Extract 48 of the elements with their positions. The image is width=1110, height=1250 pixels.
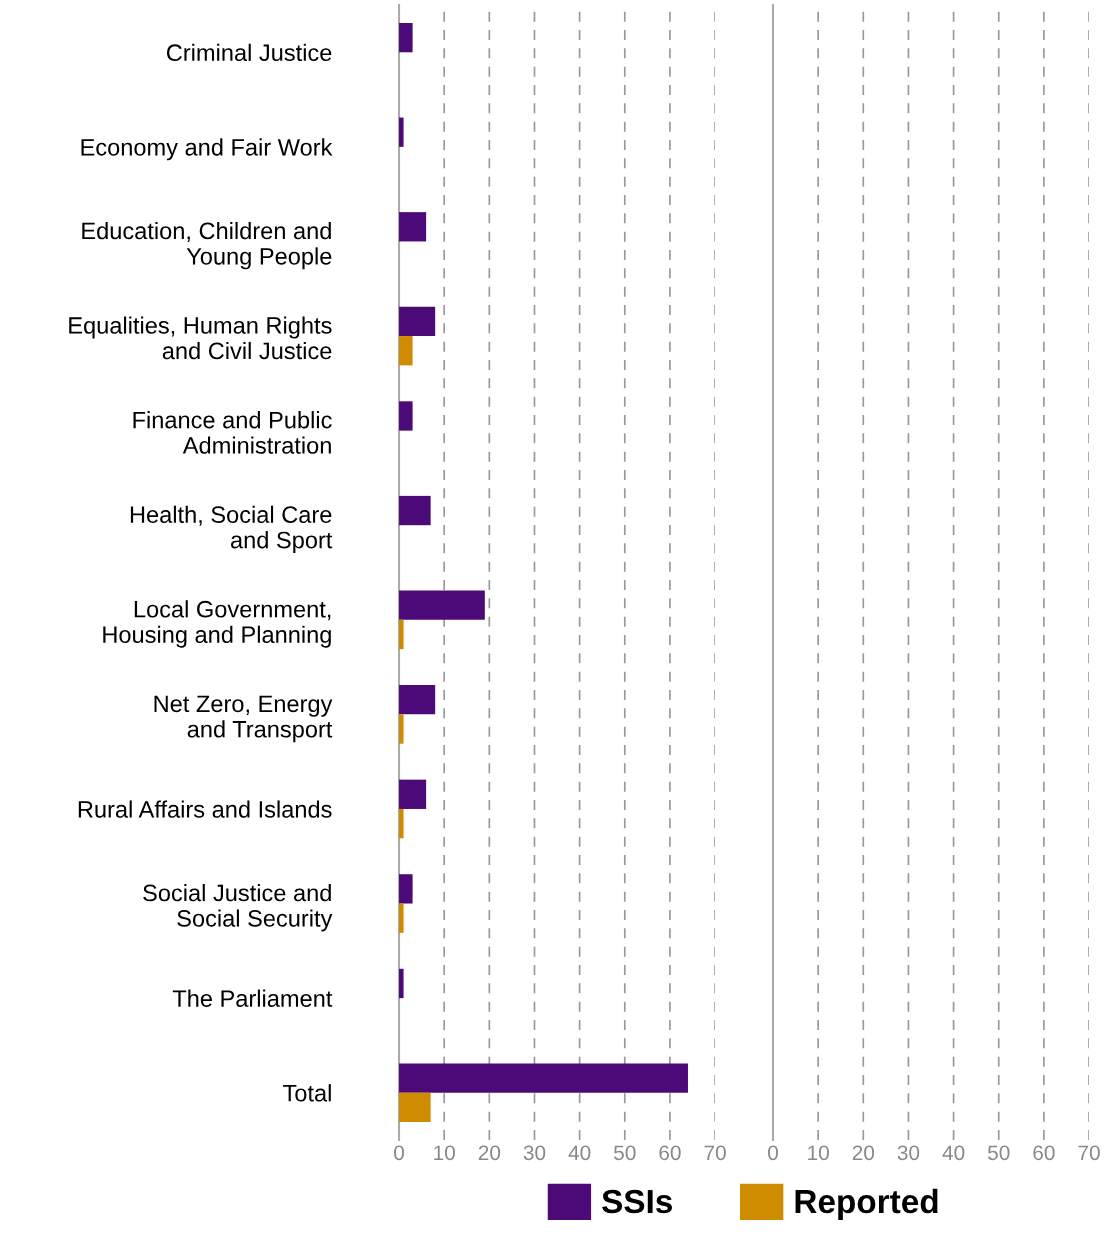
x-tick-label: 20 [478, 1145, 501, 1161]
y-tick-label: Criminal Justice [166, 43, 332, 62]
bar [399, 903, 404, 933]
bar [399, 1063, 688, 1093]
bar [399, 401, 413, 431]
bar [399, 212, 427, 242]
bar [399, 619, 404, 650]
bar [399, 336, 413, 366]
x-tick-label: 0 [768, 1145, 778, 1161]
y-tick-label: Net Zero, Energy and Transport [154, 695, 333, 743]
bar [399, 306, 436, 337]
y-tick-label: Equalities, Human Rights and Civil Justice [69, 316, 332, 360]
x-tick-label: 20 [852, 1145, 875, 1161]
bar [399, 1092, 431, 1123]
x-tick-label: 0 [394, 1145, 405, 1161]
bar [399, 495, 431, 526]
x-tick-label: 70 [704, 1145, 726, 1161]
x-tick-label: 40 [942, 1145, 965, 1161]
x-tick-label: 70 [1078, 1145, 1100, 1161]
bar [399, 968, 404, 999]
legend-label: Reported [795, 1188, 938, 1220]
x-tick-label: 60 [1033, 1145, 1055, 1161]
y-tick-label: Social Justice and Social Security [143, 883, 333, 932]
y-tick-label: Total [283, 1084, 331, 1102]
y-tick-label: Local Government, Housing and Planning [103, 600, 331, 648]
x-tick-label: 10 [434, 1145, 455, 1161]
x-tick-label: 50 [614, 1145, 636, 1161]
bar [399, 590, 485, 620]
y-tick-label: Health, Social Care and Sport [130, 505, 333, 554]
bar [399, 779, 427, 809]
bar [399, 22, 413, 53]
y-tick-label: Economy and Fair Work [81, 138, 333, 161]
bar [399, 117, 404, 147]
bar [399, 714, 404, 744]
x-tick-label: 30 [897, 1145, 920, 1161]
legend-label: SSIs [602, 1189, 672, 1214]
bar [399, 685, 436, 715]
x-tick-label: 30 [523, 1145, 546, 1161]
y-tick-label: The Parliament [172, 989, 333, 1007]
x-tick-label: 60 [659, 1145, 681, 1161]
y-tick-label: Rural Affairs and Islands [78, 800, 332, 818]
x-tick-label: 50 [987, 1145, 1010, 1161]
bar [399, 874, 413, 904]
x-tick-label: 40 [568, 1145, 591, 1161]
y-tick-label: Finance and Public Administration [133, 411, 332, 454]
bar [399, 808, 404, 839]
x-tick-label: 10 [808, 1145, 829, 1161]
y-tick-label: Education, Children and Young People [82, 221, 332, 270]
